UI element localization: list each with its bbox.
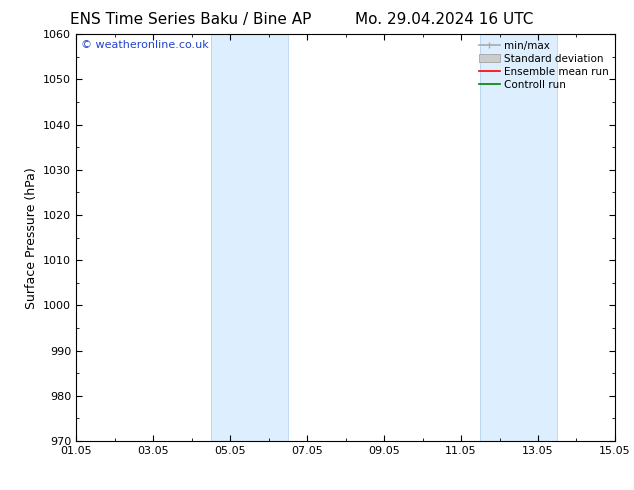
Bar xyxy=(210,34,288,441)
Legend: min/max, Standard deviation, Ensemble mean run, Controll run: min/max, Standard deviation, Ensemble me… xyxy=(475,36,613,94)
Text: ENS Time Series Baku / Bine AP: ENS Time Series Baku / Bine AP xyxy=(70,12,311,27)
Y-axis label: Surface Pressure (hPa): Surface Pressure (hPa) xyxy=(25,167,37,309)
Bar xyxy=(480,34,557,441)
Text: Mo. 29.04.2024 16 UTC: Mo. 29.04.2024 16 UTC xyxy=(354,12,533,27)
Text: © weatheronline.co.uk: © weatheronline.co.uk xyxy=(81,40,209,50)
